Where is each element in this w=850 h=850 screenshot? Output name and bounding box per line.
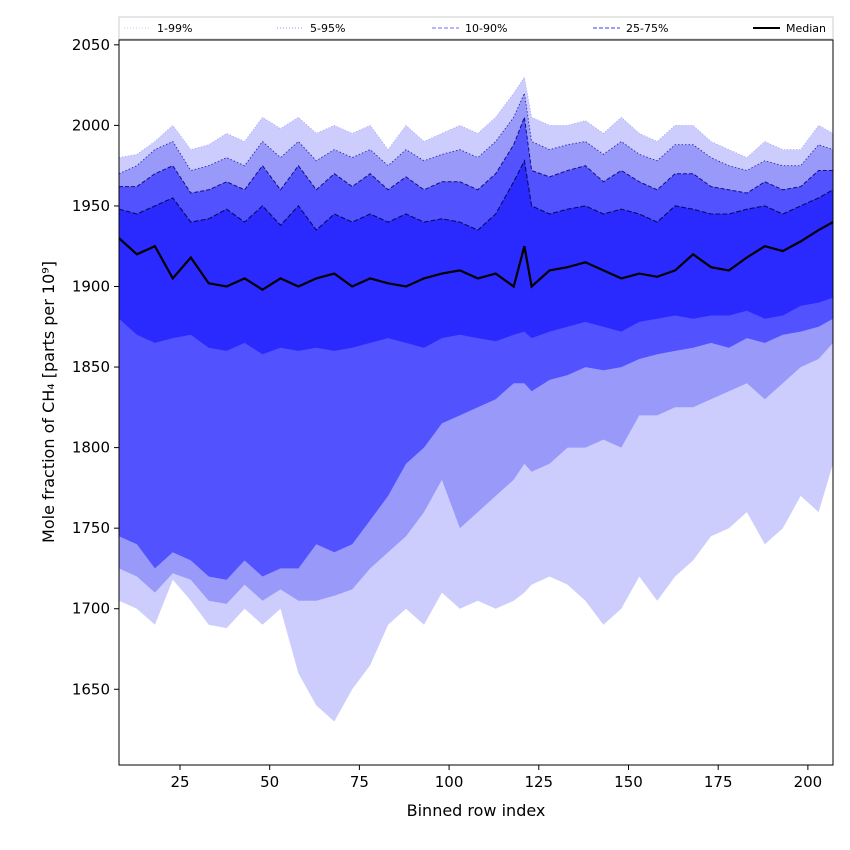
- legend-label-p25_75: 25-75%: [626, 22, 668, 35]
- y-axis: 1650 1700 1750 1800 1850 1900 1950 2000 2050: [72, 36, 119, 698]
- y-tick-label: 1900: [72, 278, 110, 296]
- y-tick-label: 1950: [72, 197, 110, 215]
- band-p25_75: [119, 160, 833, 355]
- y-tick-label: 1700: [72, 600, 110, 618]
- x-tick-label: 200: [794, 773, 823, 791]
- line-p5_95-upper: [119, 91, 833, 175]
- x-tick-label: 100: [435, 773, 464, 791]
- line-p10_90-upper: [119, 115, 833, 194]
- x-tick-label: 50: [260, 773, 279, 791]
- y-tick-label: 1800: [72, 439, 110, 457]
- x-axis-label: Binned row index: [407, 801, 546, 820]
- y-axis-label: Mole fraction of CH₄ [parts per 10⁹]: [39, 261, 58, 543]
- median-line: [119, 221, 833, 291]
- x-tick-label: 175: [704, 773, 733, 791]
- legend-label-p1_99: 1-99%: [157, 22, 192, 35]
- legend: 1-99% 5-95% 10-90% 25-75% Median: [118, 16, 834, 40]
- y-tick-label: 2000: [72, 116, 110, 134]
- legend-label-p10_90: 10-90%: [465, 22, 507, 35]
- line-p1_99-upper: [119, 76, 833, 159]
- legend-label-median: Median: [786, 22, 826, 35]
- x-tick-label: 25: [170, 773, 189, 791]
- plot-area: [119, 76, 833, 722]
- x-axis: 25 50 75 100 125 150 175 200: [170, 765, 822, 791]
- axes-frame: [118, 39, 834, 766]
- x-tick-label: 75: [350, 773, 369, 791]
- y-tick-label: 1750: [72, 519, 110, 537]
- x-tick-label: 150: [614, 773, 643, 791]
- y-tick-label: 2050: [72, 36, 110, 54]
- y-tick-label: 1650: [72, 680, 110, 698]
- y-tick-label: 1850: [72, 358, 110, 376]
- legend-box: [118, 16, 834, 40]
- x-tick-label: 125: [524, 773, 553, 791]
- legend-label-p5_95: 5-95%: [310, 22, 345, 35]
